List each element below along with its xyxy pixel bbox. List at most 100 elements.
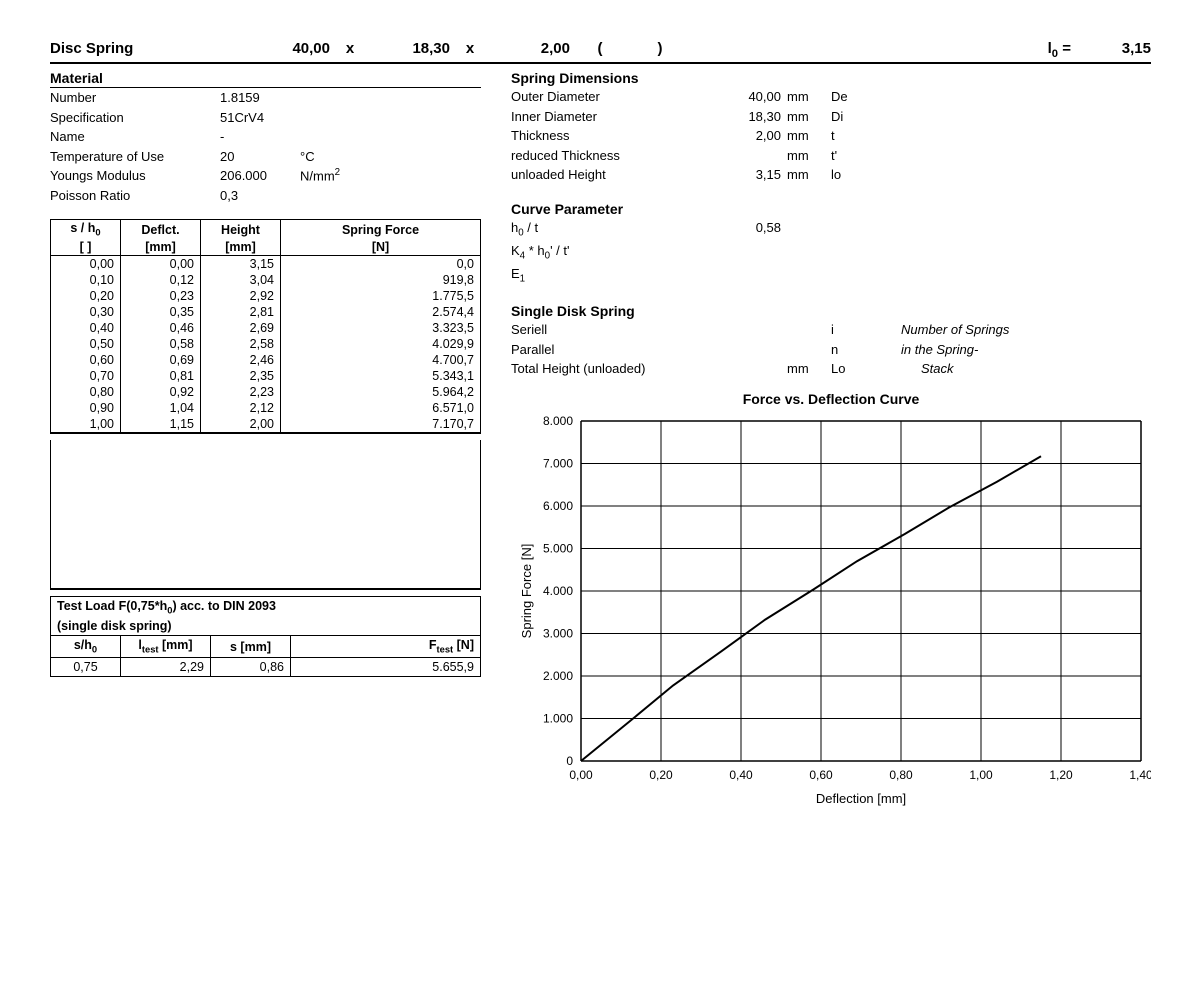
svg-text:6.000: 6.000 [543,499,573,513]
table-row: 1,001,152,007.170,7 [51,416,481,433]
deflection-c2: 0,58 [121,336,201,352]
material-name: Name - [50,127,481,147]
dim-uh-value: 3,15 [701,165,781,185]
material-temp-label: Temperature of Use [50,147,220,167]
svg-text:0,60: 0,60 [809,768,833,782]
deflection-c2: 1,04 [121,400,201,416]
deflection-c2: 0,92 [121,384,201,400]
deflection-c3: 2,69 [201,320,281,336]
deflection-hdr-c2a: Deflct. [121,220,201,239]
deflection-hdr-c3b: [mm] [201,239,281,256]
table-row: 0,100,123,04919,8 [51,272,481,288]
header-lo-val: 3,15 [1071,40,1151,57]
material-pr-value: 0,3 [220,186,300,206]
dim-rt-unit: mm [781,146,831,166]
deflection-c3: 2,81 [201,304,281,320]
deflection-c1: 0,40 [51,320,121,336]
deflection-c1: 0,70 [51,368,121,384]
deflection-c3: 2,12 [201,400,281,416]
deflection-c1: 0,30 [51,304,121,320]
sd-note2: in the Spring- [881,340,978,360]
svg-text:2.000: 2.000 [543,669,573,683]
material-number: Number 1.8159 [50,88,481,108]
deflection-c1: 0,90 [51,400,121,416]
header-dim2: 18,30 [370,40,450,57]
dim-rt-label: reduced Thickness [511,146,701,166]
deflection-c3: 3,15 [201,255,281,272]
deflection-c4: 5.964,2 [281,384,481,400]
deflection-hdr-c3a: Height [201,220,281,239]
deflection-c4: 6.571,0 [281,400,481,416]
material-temp: Temperature of Use 20 °C [50,147,481,167]
deflection-c3: 2,23 [201,384,281,400]
svg-text:3.000: 3.000 [543,626,573,640]
table-row: 0,700,812,355.343,1 [51,368,481,384]
deflection-c1: 0,00 [51,255,121,272]
test-load-subtitle: (single disk spring) [51,617,481,636]
svg-text:0: 0 [566,754,573,768]
deflection-c4: 4.700,7 [281,352,481,368]
sd-seriell-label: Seriell [511,320,701,340]
sd-parallel-label: Parallel [511,340,701,360]
dim-rt-sym: t' [831,146,881,166]
cp-h0t: h0 / t 0,58 [511,218,1151,241]
test-load-c1: 0,75 [51,657,121,676]
deflection-c2: 0,12 [121,272,201,288]
header-title: Disc Spring [50,40,250,57]
test-load-c2: 2,29 [121,657,211,676]
svg-text:0,20: 0,20 [649,768,673,782]
dim-od-sym: De [831,87,881,107]
deflection-c2: 0,00 [121,255,201,272]
sd-th-label: Total Height (unloaded) [511,359,701,379]
table-row: 0,800,922,235.964,2 [51,384,481,400]
dim-id-sym: Di [831,107,881,127]
test-load-c4: 5.655,9 [291,657,481,676]
sd-note3: Stack [881,359,954,379]
deflection-c3: 2,35 [201,368,281,384]
deflection-c4: 3.323,5 [281,320,481,336]
dim-id-label: Inner Diameter [511,107,701,127]
deflection-c3: 3,04 [201,272,281,288]
test-load-hdr-c3: s [mm] [211,636,291,658]
deflection-c2: 0,81 [121,368,201,384]
deflection-c4: 4.029,9 [281,336,481,352]
dim-rt: reduced Thickness mm t' [511,146,1151,166]
deflection-hdr-c4a: Spring Force [281,220,481,239]
dim-uh: unloaded Height 3,15 mm lo [511,165,1151,185]
material-pr: Poisson Ratio 0,3 [50,186,481,206]
sd-note1: Number of Springs [881,320,1009,340]
sd-parallel: Parallel n in the Spring- [511,340,1151,360]
svg-text:7.000: 7.000 [543,456,573,470]
force-deflection-chart: 0,000,200,400,600,801,001,201,4001.0002.… [511,411,1151,811]
table-row: 0,400,462,693.323,5 [51,320,481,336]
test-load-hdr-c4: Ftest [N] [291,636,481,658]
header-paren-l: ( [570,40,630,57]
header-x1: x [330,40,370,57]
cp-h0t-value: 0,58 [701,218,781,238]
sd-th-sym: Lo [831,359,881,379]
material-temp-unit: °C [300,147,360,167]
deflection-c3: 2,92 [201,288,281,304]
sd-total-height: Total Height (unloaded) mm Lo Stack [511,359,1151,379]
dim-th-value: 2,00 [701,126,781,146]
table-row: 0,500,582,584.029,9 [51,336,481,352]
svg-text:8.000: 8.000 [543,414,573,428]
dim-uh-sym: lo [831,165,881,185]
svg-text:1,40: 1,40 [1129,768,1151,782]
material-number-label: Number [50,88,220,108]
table-row: 0,000,003,150,0 [51,255,481,272]
dim-th-sym: t [831,126,881,146]
chart-title: Force vs. Deflection Curve [511,391,1151,407]
test-load-hdr-c1: s/h0 [51,636,121,658]
table-row: 0,200,232,921.775,5 [51,288,481,304]
test-load-table: Test Load F(0,75*h0) acc. to DIN 2093 (s… [50,596,481,677]
svg-text:5.000: 5.000 [543,541,573,555]
sd-th-unit: mm [781,359,831,379]
deflection-c3: 2,00 [201,416,281,433]
dim-id-unit: mm [781,107,831,127]
svg-text:0,40: 0,40 [729,768,753,782]
material-spec-label: Specification [50,108,220,128]
deflection-c2: 0,69 [121,352,201,368]
test-load-c3: 0,86 [211,657,291,676]
material-ym-value: 206.000 [220,166,300,186]
